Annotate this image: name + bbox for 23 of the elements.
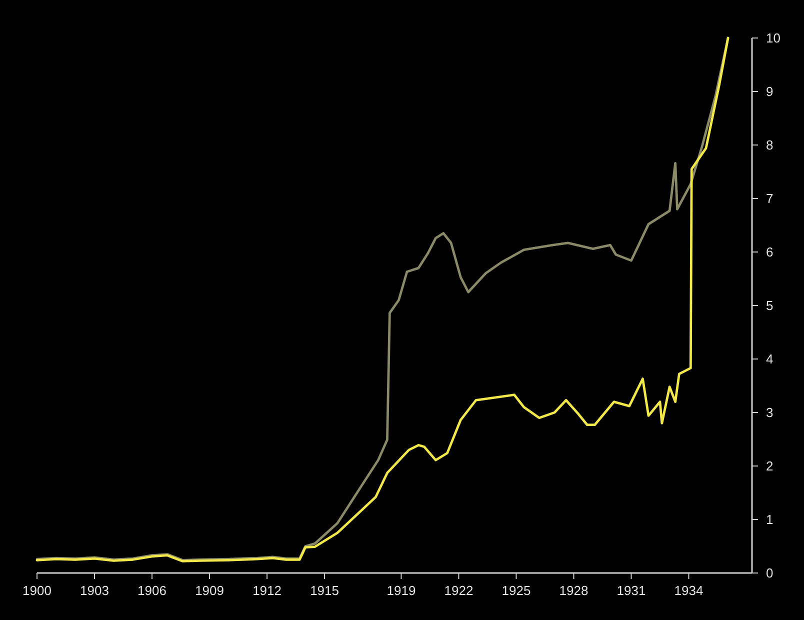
x-tick-label: 1922 bbox=[444, 583, 474, 598]
x-tick-label: 1912 bbox=[252, 583, 282, 598]
y-tick-label: 9 bbox=[766, 84, 774, 100]
x-tick-label: 1928 bbox=[559, 583, 588, 598]
y-tick-label: 8 bbox=[766, 138, 774, 153]
y-tick-label: 5 bbox=[766, 298, 774, 314]
x-tick-label: 1900 bbox=[22, 583, 52, 598]
y-tick-label: 0 bbox=[766, 566, 774, 581]
y-tick-label: 3 bbox=[766, 405, 774, 420]
x-tick-label: 1925 bbox=[502, 583, 531, 598]
y-tick-label: 7 bbox=[766, 191, 774, 206]
x-tick-label: 1909 bbox=[195, 583, 224, 598]
x-tick-label: 1903 bbox=[80, 583, 109, 598]
x-tick-label: 1931 bbox=[616, 583, 646, 598]
x-tick-label: 1934 bbox=[674, 583, 704, 598]
y-tick-label: 1 bbox=[766, 512, 774, 528]
y-tick-label: 2 bbox=[766, 458, 774, 474]
y-tick-label: 4 bbox=[766, 352, 774, 367]
y-tick-label: 10 bbox=[766, 30, 780, 46]
x-tick-label: 1906 bbox=[138, 583, 166, 598]
x-tick-label: 1919 bbox=[386, 583, 416, 598]
x-tick-label: 1915 bbox=[310, 583, 339, 598]
y-tick-label: 6 bbox=[766, 244, 774, 260]
